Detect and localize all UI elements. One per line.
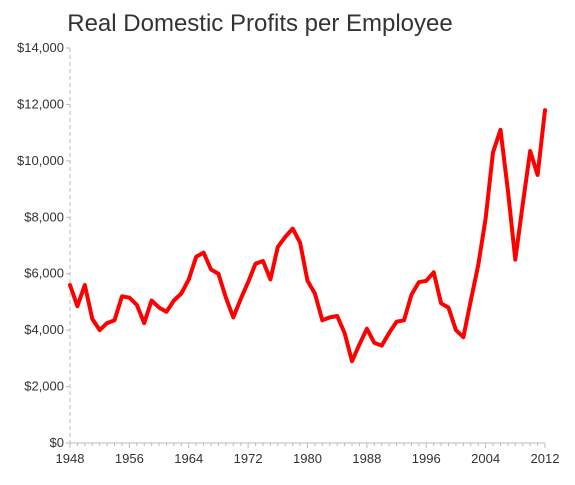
y-tick-label: $12,000 [17,96,64,111]
y-tick-label: $4,000 [24,322,64,337]
y-tick-label: $6,000 [24,266,64,281]
y-tick-label: $8,000 [24,209,64,224]
x-tick-label: 1996 [412,451,441,466]
x-tick-label: 2004 [471,451,500,466]
x-tick-label: 1964 [174,451,203,466]
x-tick-label: 1980 [293,451,322,466]
y-tick-label: $0 [50,435,64,450]
y-tick-label: $2,000 [24,379,64,394]
x-tick-label: 1956 [115,451,144,466]
x-tick-label: 1948 [56,451,85,466]
series-line [70,110,545,361]
y-tick-label: $14,000 [17,40,64,55]
x-tick-label: 1972 [234,451,263,466]
chart-title: Real Domestic Profits per Employee [0,10,520,38]
x-tick-label: 2012 [531,451,560,466]
y-tick-label: $10,000 [17,153,64,168]
x-tick-label: 1988 [352,451,381,466]
